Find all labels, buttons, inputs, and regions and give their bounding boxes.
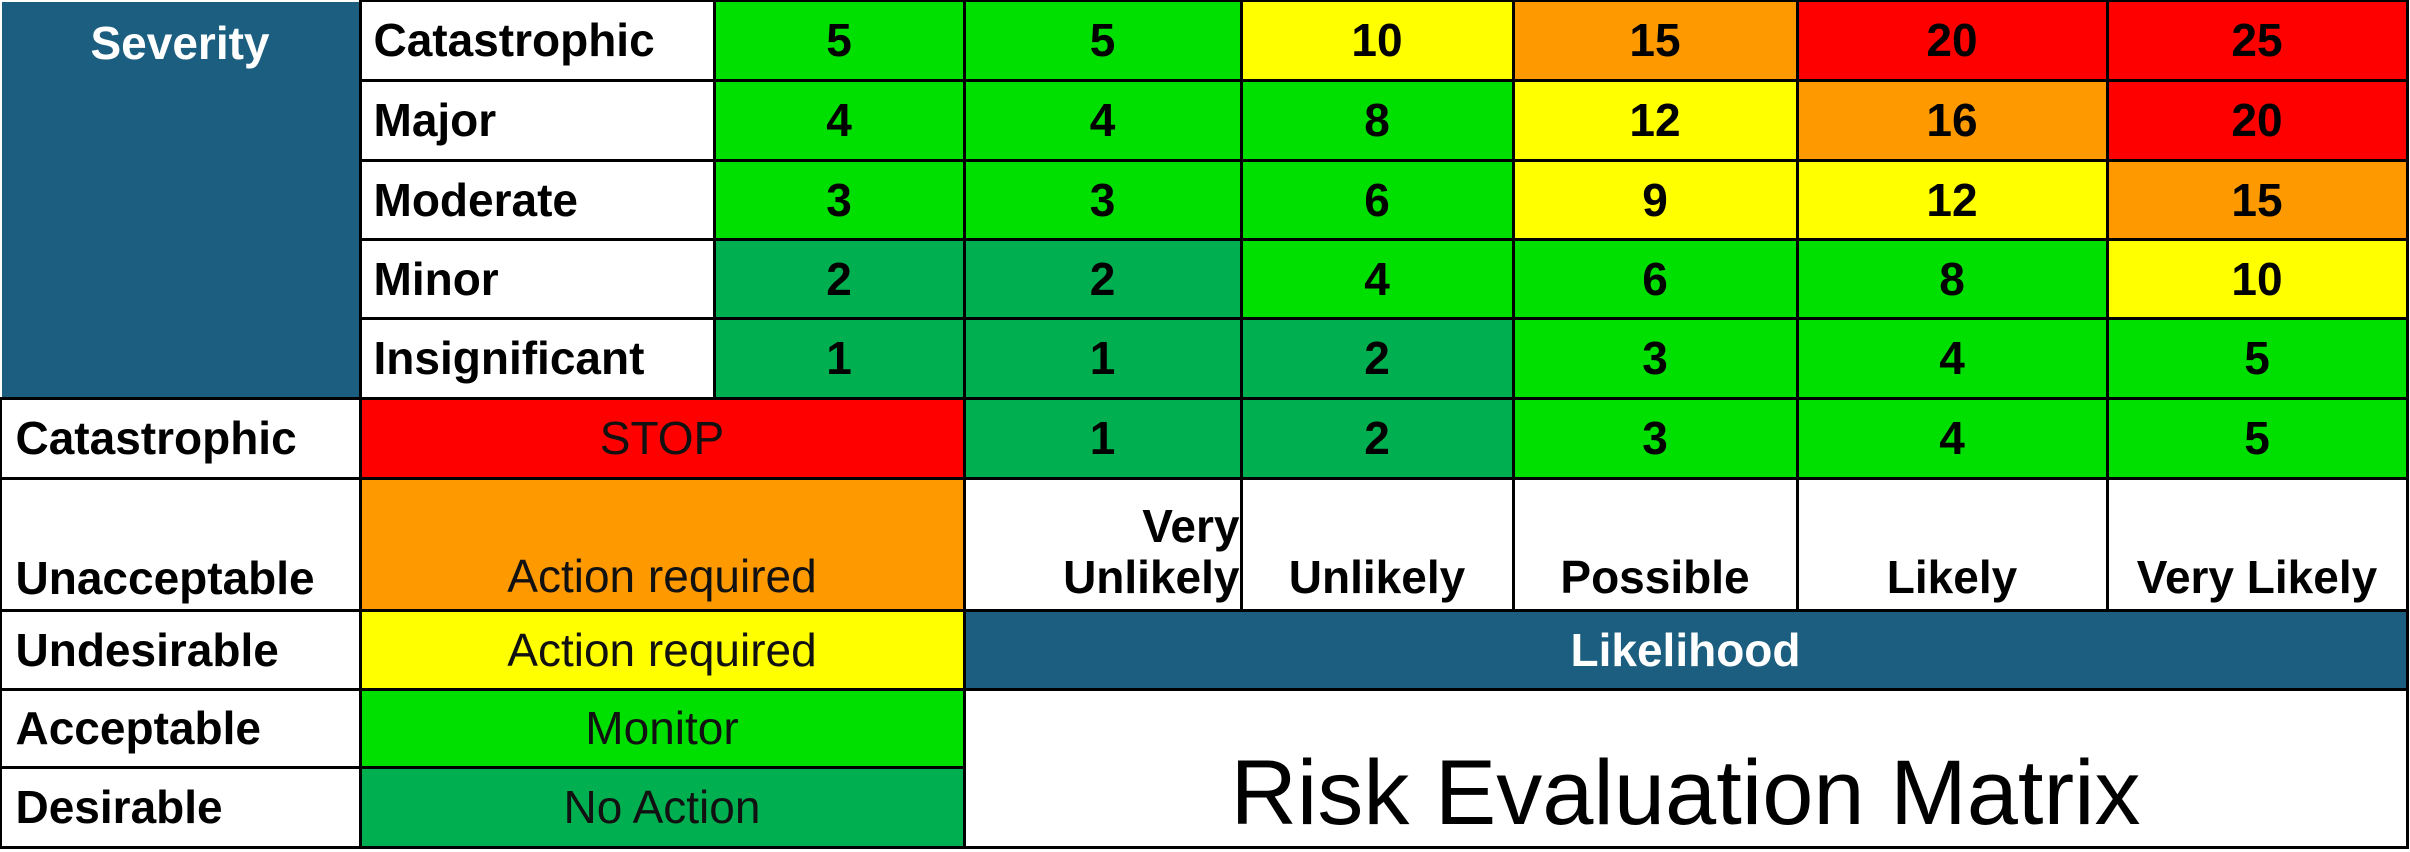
severity-label-catastrophic: Catastrophic: [358, 0, 716, 82]
likelihood-label-line1: Very: [1142, 500, 1240, 553]
severity-label-insignificant: Insignificant: [358, 316, 716, 400]
matrix-cell: 8: [1239, 78, 1515, 162]
likelihood-label-very-unlikely: Very Unlikely: [962, 476, 1243, 612]
matrix-cell: 12: [1511, 78, 1799, 162]
matrix-cell: 4: [712, 78, 966, 162]
action-required-unacceptable: Action required: [358, 476, 966, 612]
matrix-cell: 10: [1239, 0, 1515, 82]
matrix-cell: 5: [2105, 396, 2409, 480]
rating-label-desirable: Desirable: [0, 765, 362, 849]
matrix-cell: 2: [962, 237, 1243, 320]
matrix-cell: 4: [1795, 396, 2109, 480]
matrix-cell: 1: [962, 396, 1243, 480]
matrix-cell: 5: [962, 0, 1243, 82]
matrix-cell: 3: [712, 158, 966, 241]
matrix-cell: 5: [712, 0, 966, 82]
matrix-cell: 2: [1239, 316, 1515, 400]
page-title: Risk Evaluation Matrix: [962, 687, 2409, 849]
matrix-cell: 15: [1511, 0, 1799, 82]
matrix-cell: 20: [2105, 78, 2409, 162]
matrix-cell: 3: [1511, 316, 1799, 400]
severity-label-minor: Minor: [358, 237, 716, 320]
rating-label-undesirable: Undesirable: [0, 608, 362, 691]
matrix-cell: 25: [2105, 0, 2409, 82]
matrix-cell: 6: [1239, 158, 1515, 241]
action-required-undesirable: Action required: [358, 608, 966, 691]
rating-label-catastrophic: Catastrophic: [0, 396, 362, 480]
matrix-cell: 6: [1511, 237, 1799, 320]
action-no-action: No Action: [358, 765, 966, 849]
matrix-cell: 4: [1239, 237, 1515, 320]
likelihood-label-line2: Unlikely: [1063, 550, 1240, 603]
severity-label-moderate: Moderate: [358, 158, 716, 241]
rating-label-acceptable: Acceptable: [0, 687, 362, 769]
matrix-cell: 8: [1795, 237, 2109, 320]
matrix-cell: 4: [1795, 316, 2109, 400]
matrix-cell: 1: [962, 316, 1243, 400]
matrix-cell: 5: [2105, 316, 2409, 400]
action-stop: STOP: [358, 396, 966, 480]
rating-label-unacceptable: Unacceptable: [0, 476, 362, 612]
likelihood-label-likely: Likely: [1795, 476, 2109, 612]
matrix-cell: 1: [712, 316, 966, 400]
likelihood-header: Likelihood: [962, 608, 2409, 691]
likelihood-label-very-likely: Very Likely: [2105, 476, 2409, 612]
likelihood-label-unlikely: Unlikely: [1239, 476, 1515, 612]
action-monitor: Monitor: [358, 687, 966, 769]
matrix-cell: 3: [1511, 396, 1799, 480]
matrix-cell: 9: [1511, 158, 1799, 241]
matrix-cell: 12: [1795, 158, 2109, 241]
matrix-cell: 15: [2105, 158, 2409, 241]
matrix-cell: 16: [1795, 78, 2109, 162]
severity-header: Severity: [0, 0, 362, 400]
matrix-cell: 3: [962, 158, 1243, 241]
matrix-cell: 10: [2105, 237, 2409, 320]
severity-label-major: Major: [358, 78, 716, 162]
likelihood-label-possible: Possible: [1511, 476, 1799, 612]
matrix-cell: 20: [1795, 0, 2109, 82]
matrix-cell: 2: [712, 237, 966, 320]
matrix-cell: 2: [1239, 396, 1515, 480]
matrix-cell: 4: [962, 78, 1243, 162]
